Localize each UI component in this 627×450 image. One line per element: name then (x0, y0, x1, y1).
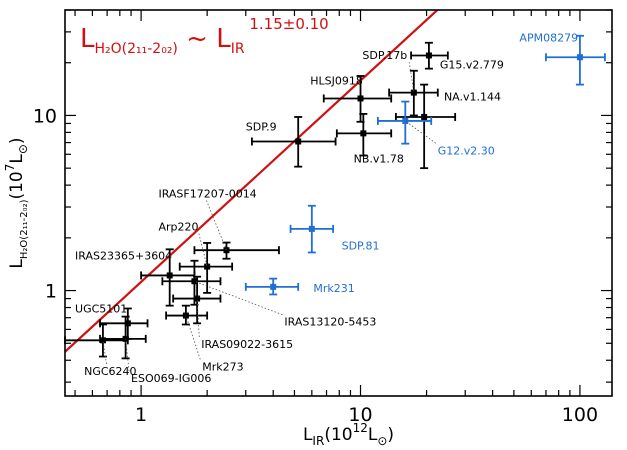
data-point (251, 116, 337, 168)
point-marker (124, 320, 131, 327)
point-label: NB.v1.78 (354, 152, 404, 165)
point-marker (99, 337, 106, 344)
x-label-sub: IR (312, 434, 324, 448)
label-leader (185, 315, 201, 360)
data-point (172, 275, 222, 325)
point-label: G15.v2.779 (440, 59, 504, 72)
y-label-sub: H₂O(2₁₁-2₀₂) (19, 199, 30, 259)
fit-annotation: LH₂O(2₁₁-2₀₂) ~ LIR 1.15±0.10 (80, 15, 329, 57)
label-leader (405, 120, 437, 144)
y-label-rest: (10 (7, 171, 27, 199)
point-label: IRASF17207-0014 (158, 187, 256, 200)
x-label-close: ) (387, 425, 394, 445)
formula-lhs: L (80, 24, 95, 54)
y-axis-label: LH₂O(2₁₁-2₀₂)(107L⊙) (3, 137, 30, 268)
plot-frame (64, 9, 613, 397)
point-marker (194, 295, 201, 302)
x-tick-label: 100 (562, 404, 598, 426)
formula-tilde: ~ (178, 24, 216, 54)
data-point (244, 277, 300, 296)
x-label-main: L (303, 425, 313, 445)
point-marker (576, 54, 583, 61)
data-point (545, 34, 606, 86)
point-label: SDP.9 (246, 121, 277, 134)
point-label: Mrk231 (313, 282, 354, 295)
y-label-sup: 7 (3, 164, 17, 172)
y-label-unit: L (7, 154, 27, 164)
formula-exponent: 1.15±0.10 (245, 15, 329, 33)
data-point (161, 259, 222, 306)
formula-rhs: L (216, 24, 231, 54)
relation-formula: LH₂O(2₁₁-2₀₂) ~ LIR 1.15±0.10 (80, 15, 329, 57)
point-marker (308, 225, 315, 232)
data-point (64, 323, 129, 358)
formula-rhs-sub: IR (231, 41, 245, 57)
point-marker (410, 89, 417, 96)
x-label-unit: L (368, 425, 378, 445)
label-leader (102, 340, 107, 364)
point-label: SDP.17b (362, 49, 407, 62)
label-leader (198, 233, 208, 267)
data-point (178, 242, 234, 294)
data-point (410, 41, 449, 70)
data-point (289, 204, 335, 254)
point-label: Arp220 (158, 221, 198, 234)
point-label: ESO069-IG006 (131, 372, 211, 385)
label-leader (196, 298, 200, 338)
y-label-main: L (7, 259, 27, 269)
plot-area (65, 10, 440, 353)
x-axis-label: LIR(1012L⊙) (303, 421, 394, 448)
y-tick-label: 10 (33, 105, 57, 127)
data-point (335, 113, 393, 157)
label-leader (408, 61, 415, 93)
point-marker (191, 278, 198, 285)
x-label-sup: 12 (353, 421, 368, 435)
formula-lhs-sub: H₂O(2₁₁-2₀₂) (95, 41, 178, 57)
y-tick-label: 1 (45, 281, 57, 303)
data-point (388, 69, 439, 117)
point-marker (166, 272, 173, 279)
x-label-unitsub: ⊙ (377, 434, 387, 448)
point-label: IRAS13120-5453 (284, 316, 376, 329)
point-label: HLSJ0918 (310, 75, 363, 88)
point-label: G12.v2.30 (438, 144, 495, 157)
point-label: SDP.81 (342, 239, 380, 252)
x-tick-label: 10 (348, 404, 372, 426)
x-tick-label: 1 (135, 404, 147, 426)
y-label-close: ) (7, 137, 27, 144)
point-label: IRAS23365+3604 (75, 250, 172, 263)
point-marker (360, 130, 367, 137)
data-point (165, 304, 209, 326)
point-marker (402, 117, 409, 124)
fit-line (65, 10, 440, 353)
x-label-rest: (10 (324, 425, 352, 445)
point-marker (204, 263, 211, 270)
data-point (322, 75, 393, 123)
point-marker (295, 138, 302, 145)
data-point (376, 100, 433, 145)
point-label: APM08279 (519, 31, 578, 44)
data-point (140, 248, 196, 307)
point-label: UGC5101 (75, 302, 127, 315)
point-marker (357, 95, 364, 102)
label-leader (194, 280, 283, 316)
point-label: NGC6240 (84, 365, 136, 378)
point-marker (270, 283, 277, 290)
point-label: Mrk273 (202, 360, 243, 373)
y-label-unitsub: ⊙ (16, 144, 30, 154)
point-marker (425, 52, 432, 59)
point-label: IRAS09022-3615 (201, 338, 293, 351)
data-marks (64, 34, 606, 360)
point-label: NA.v1.144 (444, 90, 501, 103)
point-marker (421, 113, 428, 120)
